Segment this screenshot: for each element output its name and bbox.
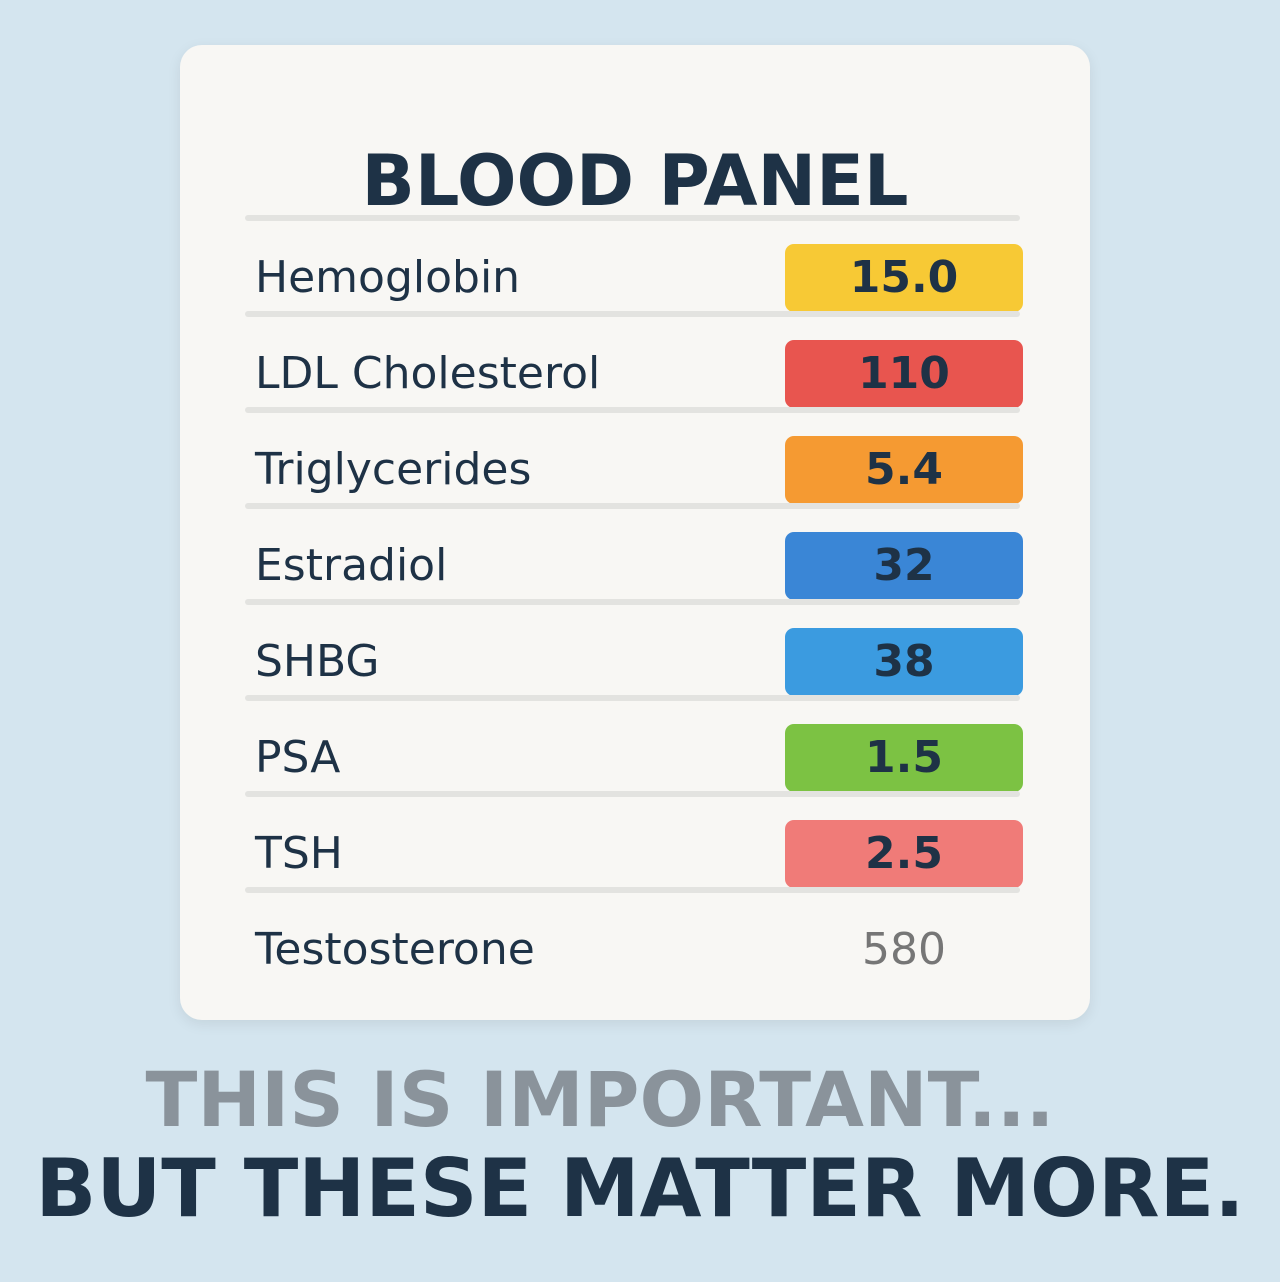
value-badge: 110 xyxy=(785,340,1023,408)
value-badge: 2.5 xyxy=(785,820,1023,888)
footer-line: THIS IS IMPORTANT... xyxy=(145,1055,1055,1144)
separator xyxy=(245,503,1020,509)
footer-line: BUT THESE MATTER MORE. xyxy=(35,1142,1245,1235)
value-badge: 32 xyxy=(785,532,1023,600)
value-badge: 15.0 xyxy=(785,244,1023,312)
value-text: 580 xyxy=(862,924,946,975)
separator xyxy=(245,887,1020,893)
card-title: BLOOD PANEL xyxy=(361,140,909,222)
row-label: Estradiol xyxy=(255,540,448,591)
row-label: SHBG xyxy=(255,636,380,687)
row-label: TSH xyxy=(255,828,343,879)
value-badge: 1.5 xyxy=(785,724,1023,792)
row-label: PSA xyxy=(255,732,341,783)
row-label: Hemoglobin xyxy=(255,252,521,303)
separator xyxy=(245,311,1020,317)
separator xyxy=(245,407,1020,413)
row-label: Testosterone xyxy=(255,924,535,975)
separator xyxy=(245,215,1020,221)
value-badge: 5.4 xyxy=(785,436,1023,504)
value-badge: 38 xyxy=(785,628,1023,696)
separator xyxy=(245,791,1020,797)
row-label: Triglycerides xyxy=(255,444,532,495)
separator xyxy=(245,695,1020,701)
separator xyxy=(245,599,1020,605)
card: BLOOD PANEL Hemoglobin 15.0 LDL Cholestero… xyxy=(180,45,1090,1020)
row-label: LDL Cholesterol xyxy=(255,348,601,399)
